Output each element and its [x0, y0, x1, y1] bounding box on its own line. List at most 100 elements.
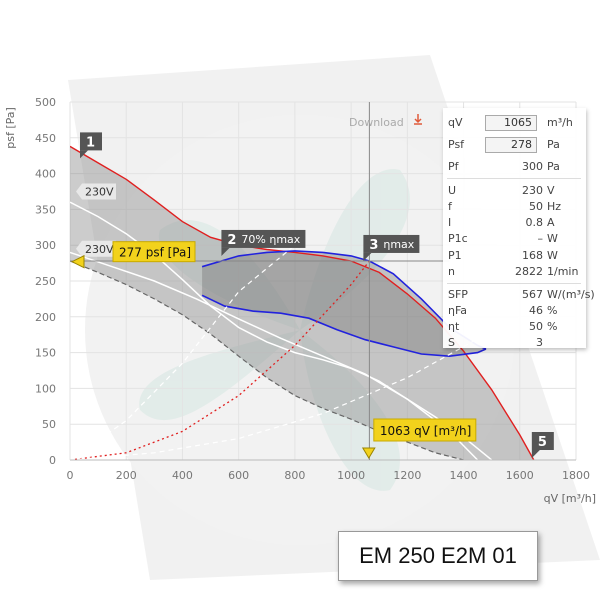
- download-icon[interactable]: [414, 114, 422, 125]
- info-symbol: f: [448, 200, 452, 213]
- info-row-1: Psf 278 Pa: [443, 136, 586, 154]
- marker-badge: [221, 229, 306, 248]
- info-symbol: qV: [448, 116, 463, 129]
- info-symbol: U: [448, 184, 457, 197]
- fan-operating-area: [70, 146, 534, 460]
- info-unit: %: [547, 320, 558, 333]
- x-tick-label: 200: [116, 469, 137, 482]
- series-line-eff: [201, 294, 487, 358]
- info-value: –: [537, 232, 544, 245]
- info-symbol: ηFa: [448, 304, 468, 317]
- pressure-readout: 277 psf [Pa]: [119, 246, 191, 260]
- marker-3: 3 ηmax: [363, 234, 420, 261]
- operating-area: [70, 146, 534, 460]
- info-row-0: qV 1065 m³/h: [443, 114, 586, 132]
- info-row-3: U 230 V: [443, 182, 586, 200]
- download-link[interactable]: Download: [349, 116, 404, 129]
- flow-readout-box: [373, 418, 477, 442]
- info-unit: W: [547, 232, 558, 245]
- info-row-9: SFP 567 W/(m³/s): [443, 286, 595, 304]
- info-value: 168: [522, 249, 543, 262]
- curve-label-tag: [76, 240, 116, 257]
- marker-pointer: [80, 150, 88, 159]
- x-tick-label: 1800: [562, 469, 590, 482]
- info-row-4: f 50 Hz: [443, 198, 586, 216]
- info-row-7: P1 168 W: [443, 247, 586, 265]
- info-unit: 1/min: [547, 265, 579, 278]
- info-unit: m³/h: [547, 116, 573, 129]
- pressure-readout-box: [112, 241, 196, 263]
- info-row-10: ηFa 46%: [443, 302, 586, 320]
- curve-label-text: 230V: [85, 186, 114, 199]
- info-value: 567: [522, 288, 543, 301]
- info-row-2: Pf 300 Pa: [443, 158, 586, 176]
- marker-badge: [80, 132, 102, 151]
- curve-label-tag: [76, 183, 116, 200]
- y-tick-label: 0: [49, 454, 56, 467]
- info-symbol: Psf: [448, 138, 465, 151]
- info-symbol: P1c: [448, 232, 468, 245]
- y-axis-label: psf [Pa]: [4, 107, 17, 149]
- marker-label: 70% ηmax: [241, 233, 300, 246]
- y-tick-label: 100: [35, 382, 56, 395]
- marker-number: 5: [538, 435, 547, 450]
- series-line-230V: [70, 251, 479, 460]
- info-input[interactable]: 278: [485, 137, 537, 153]
- flow-readout: 1063 qV [m³/h]: [380, 424, 472, 438]
- x-tick-label: 800: [284, 469, 305, 482]
- series-line-max: [70, 145, 535, 460]
- info-symbol: Pf: [448, 160, 459, 173]
- y-tick-label: 300: [35, 239, 56, 252]
- flow-pointer: [361, 447, 376, 459]
- curve-label: 230V: [76, 183, 116, 200]
- info-value: 50: [529, 320, 543, 333]
- x-tick-label: 600: [228, 469, 249, 482]
- marker-pointer: [221, 247, 230, 256]
- y-tick-label: 50: [42, 418, 56, 431]
- info-row-5: I 0.8 A: [443, 214, 586, 232]
- info-row-11: ηt 50%: [443, 318, 586, 336]
- info-symbol: SFP: [448, 288, 468, 301]
- info-value: 50: [529, 200, 543, 213]
- info-unit: W: [547, 249, 558, 262]
- x-tick-label: 0: [67, 469, 74, 482]
- x-tick-label: 400: [172, 469, 193, 482]
- y-tick-label: 400: [35, 168, 56, 181]
- info-separator: [447, 283, 581, 284]
- marker-number: 2: [227, 233, 236, 248]
- info-unit: Pa: [547, 160, 560, 173]
- info-value: 300: [522, 160, 543, 173]
- marker-5: 5: [531, 432, 554, 458]
- info-separator: [447, 178, 581, 179]
- y-tick-label: 350: [35, 203, 56, 216]
- info-row-8: n 2822 1/min: [443, 263, 586, 281]
- marker-1: 1: [80, 132, 102, 159]
- curves: [70, 145, 535, 460]
- pressure-pointer: [70, 254, 85, 269]
- info-value: 2822: [515, 265, 543, 278]
- marker-label: ηmax: [383, 238, 414, 251]
- model-name: EM 250 E2M 01: [338, 531, 538, 581]
- series-line-system: [70, 244, 296, 460]
- info-unit: %: [547, 304, 558, 317]
- info-symbol: ηt: [448, 320, 460, 333]
- info-value: 0.8: [525, 216, 544, 229]
- marker-pointer: [531, 450, 540, 458]
- info-value: 46: [529, 304, 543, 317]
- info-input[interactable]: 1065: [485, 115, 537, 131]
- info-value: 230: [522, 184, 543, 197]
- info-symbol: n: [448, 265, 455, 278]
- x-tick-label: 1400: [450, 469, 478, 482]
- info-unit: W/(m³/s): [547, 288, 595, 301]
- y-tick-label: 450: [35, 132, 56, 145]
- x-tick-label: 1600: [506, 469, 534, 482]
- y-tick-label: 250: [35, 275, 56, 288]
- info-unit: A: [547, 216, 555, 229]
- x-tick-label: 1200: [393, 469, 421, 482]
- info-value: 3: [536, 336, 543, 349]
- info-symbol: S: [448, 336, 455, 349]
